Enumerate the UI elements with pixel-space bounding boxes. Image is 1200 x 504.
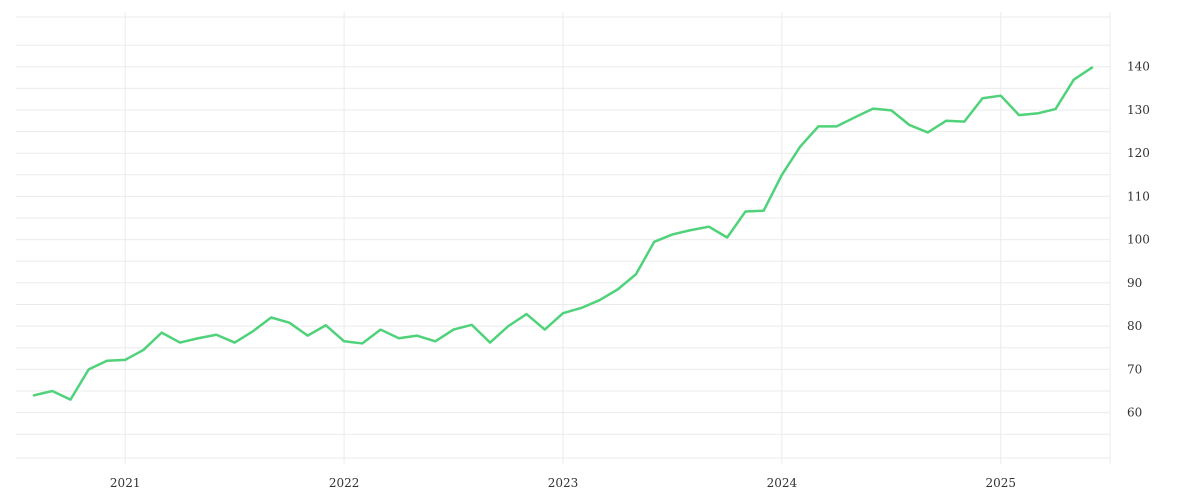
y-tick-label: 120 — [1127, 146, 1150, 160]
x-tick-label: 2024 — [767, 476, 798, 490]
y-tick-label: 90 — [1127, 276, 1142, 290]
label-layer: 60 70 80 90 100 110 120 130 140 2021 2022 2023 2024 2… — [110, 60, 1150, 490]
x-tick-label: 2023 — [548, 476, 579, 490]
y-tick-label: 140 — [1127, 60, 1150, 74]
y-tick-label: 60 — [1127, 406, 1142, 420]
y-tick-label: 80 — [1127, 319, 1142, 333]
y-tick-label: 130 — [1127, 103, 1150, 117]
x-tick-label: 2022 — [329, 476, 360, 490]
x-tick-label: 2021 — [110, 476, 141, 490]
y-tick-label: 100 — [1127, 233, 1150, 247]
y-tick-label: 70 — [1127, 362, 1142, 376]
series-layer — [32, 66, 1094, 401]
grid-layer — [16, 12, 1110, 464]
x-tick-label: 2025 — [986, 476, 1017, 490]
y-tick-label: 110 — [1127, 189, 1150, 203]
series-line — [32, 66, 1094, 401]
